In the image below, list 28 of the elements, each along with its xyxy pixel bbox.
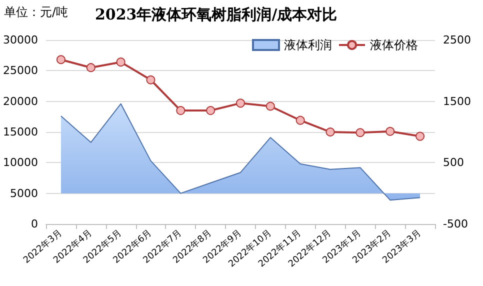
point — [56, 55, 66, 64]
y2-tick-label: 1500 — [443, 94, 471, 108]
y2-tick-label: 2500 — [443, 34, 471, 46]
point — [326, 128, 335, 136]
y-tick-label: 15000 — [3, 126, 38, 138]
point — [266, 102, 275, 111]
point — [236, 98, 245, 108]
chart-title: 2023年液体环氧树脂利润/成本对比 — [95, 6, 338, 24]
point — [206, 106, 216, 116]
y-tick-label: 0 — [31, 218, 38, 230]
point — [356, 128, 365, 138]
point — [146, 75, 156, 84]
legend-label: 液体价格 — [370, 38, 418, 52]
text: 单位：元/吨 — [4, 5, 68, 19]
y-tick-label: 10000 — [3, 156, 38, 170]
legend-label: 液体利润 — [284, 38, 332, 52]
point — [386, 126, 395, 136]
point — [116, 58, 126, 67]
y2-tick-label: -500 — [443, 218, 468, 230]
point — [176, 106, 186, 116]
y2-tick-label: 500 — [443, 156, 464, 170]
point — [86, 63, 96, 72]
y-tick-label: 30000 — [3, 34, 38, 46]
y-tick-label: 20000 — [3, 94, 38, 108]
point — [416, 132, 425, 141]
point — [296, 116, 305, 125]
y-tick-label: 5000 — [10, 186, 38, 200]
y-tick-label: 25000 — [3, 64, 38, 78]
